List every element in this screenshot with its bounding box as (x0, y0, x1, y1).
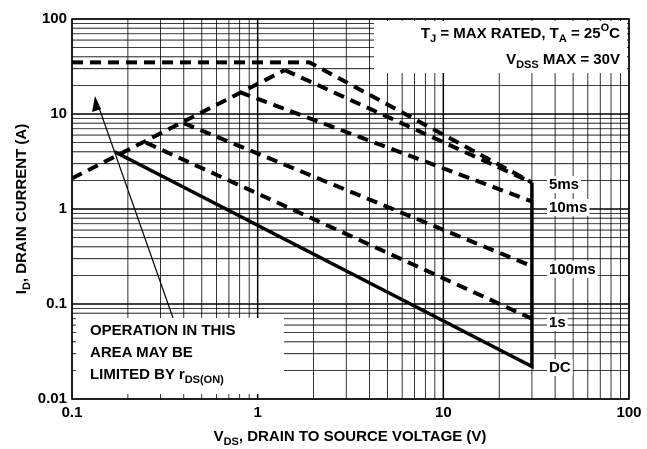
series-line (238, 90, 533, 204)
series-label: 10ms (549, 199, 587, 216)
vdss: VDSS MAX = 30V (506, 51, 620, 71)
series-label: 1s (549, 314, 566, 331)
series-label-bg (547, 313, 568, 331)
series-line (183, 121, 533, 269)
y-tick-label: 0.1 (46, 295, 67, 312)
operation-line: LIMITED BY rDS(ON) (90, 366, 224, 386)
series-line (145, 140, 533, 321)
y-tick-label: 1 (59, 200, 67, 217)
arrow-head (92, 96, 101, 112)
x-axis-label: VDS, DRAIN TO SOURCE VOLTAGE (V) (214, 428, 487, 448)
series-label-bg (547, 175, 582, 193)
x-tick-label: 0.1 (62, 404, 83, 421)
conditions-box (374, 21, 627, 73)
operation-box (76, 318, 284, 394)
series-label-bg (547, 358, 573, 376)
y-tick-label: 10 (50, 105, 67, 122)
x-tick-label: 1 (253, 404, 261, 421)
x-tick-label: 100 (616, 404, 641, 421)
conditions: TJ = MAX RATED, TA = 25OC (421, 22, 620, 45)
series-line (283, 68, 533, 185)
y-tick-label: 100 (42, 10, 67, 27)
plot-frame (71, 18, 630, 400)
y-tick-label: 0.01 (38, 390, 67, 407)
series-label: DC (549, 359, 571, 376)
series-line (71, 68, 286, 181)
series-label-bg (547, 260, 598, 278)
series-label: 5ms (549, 176, 579, 193)
y-axis-label: ID, DRAIN CURRENT (A) (13, 124, 33, 294)
series-label-bg (547, 198, 590, 216)
series-line (113, 150, 534, 370)
x-tick-label: 10 (435, 404, 452, 421)
arrow (96, 101, 174, 319)
series-line (72, 60, 533, 185)
series-label: 100ms (549, 261, 596, 278)
operation-line: AREA MAY BE (90, 344, 193, 361)
lines (71, 60, 534, 370)
operation-line: OPERATION IN THIS (90, 322, 236, 339)
